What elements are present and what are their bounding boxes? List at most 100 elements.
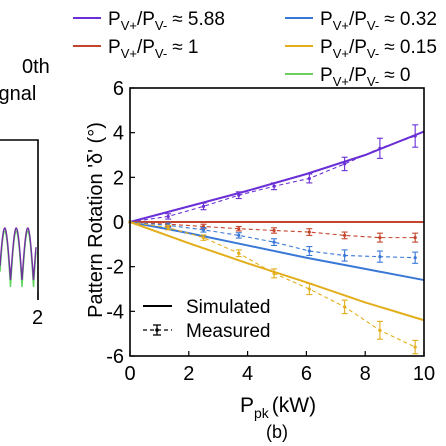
legend-label-sub1: V+: [333, 74, 349, 89]
measured-point: [378, 236, 382, 240]
legend-label-base: P: [108, 37, 121, 58]
measured-point: [307, 287, 311, 291]
legend-label-sub2: V-: [155, 18, 167, 33]
measured-point: [201, 204, 206, 208]
legend-label-sub1: V+: [121, 18, 137, 33]
legend-label-sub1: V+: [121, 46, 137, 61]
measured-point: [378, 255, 382, 259]
style-legend: Simulated Measured: [143, 297, 271, 342]
legend-entry: PV+/PV- ≈ 0.15: [285, 37, 437, 61]
legend-label-sub2: V-: [367, 46, 379, 61]
legend-label-ratio: ≈ 0: [384, 65, 410, 86]
legend-label-base: P: [320, 37, 333, 58]
measured-line-series-3: [129, 221, 416, 348]
x-axis-label-unit: (kW): [272, 394, 316, 417]
y-tick-label: -2: [106, 257, 124, 279]
legend-label-mid: /P: [137, 9, 155, 30]
legend-label: PV+/PV- ≈ 1: [108, 37, 198, 61]
left-panel-purple-curve: [0, 227, 37, 281]
measured-point: [378, 328, 382, 332]
measured-point: [413, 134, 417, 138]
simulated-line-series-0: [129, 130, 425, 223]
measured-point: [272, 240, 276, 244]
measured-point: [413, 345, 417, 349]
y-tick-label: -6: [106, 346, 124, 368]
legend-label-ratio: ≈ 5.88: [172, 9, 225, 30]
legend-label-sub2: V-: [367, 18, 379, 33]
simulated-legend-label: Simulated: [186, 297, 271, 318]
measured-line-series-2: [129, 221, 416, 259]
measured-point: [343, 233, 347, 237]
legend-label: PV+/PV- ≈ 0.32: [320, 9, 437, 33]
legend-label-base: P: [108, 9, 121, 30]
measured-point: [237, 193, 241, 197]
measured-point: [272, 228, 276, 233]
x-tick-label: 8: [360, 363, 371, 385]
measured-point: [237, 233, 241, 237]
legend-entry: PV+/PV- ≈ 0.32: [285, 9, 437, 33]
simulated-line-series-3: [129, 221, 425, 322]
legend-label-sub2: V-: [155, 46, 167, 61]
left-panel-tick-label: 2: [32, 307, 43, 329]
measured-line-series-0: [129, 135, 416, 223]
legend-label-mid: /P: [349, 9, 367, 30]
panel-label: (b): [266, 422, 288, 442]
y-tick-label: 2: [113, 167, 124, 189]
x-axis-label-base: P: [240, 394, 254, 417]
left-panel-title-line-1: 0th: [22, 56, 50, 78]
measured-lines: [128, 124, 419, 355]
legend-label-mid: /P: [137, 37, 155, 58]
y-tick-label: 4: [113, 123, 124, 145]
x-tick-label: 6: [301, 363, 312, 385]
legend-label: PV+/PV- ≈ 0.15: [320, 37, 437, 61]
legend-entry: PV+/PV- ≈ 0: [285, 65, 410, 89]
y-axis-ticks: -6 -4 -2 0 2 4 6: [106, 78, 135, 368]
legend-entry: PV+/PV- ≈ 5.88: [73, 9, 225, 33]
measured-point: [307, 249, 311, 253]
legend-label-mid: /P: [349, 65, 367, 86]
simulated-lines: [129, 130, 425, 322]
x-tick-label: 2: [183, 363, 194, 385]
legend-label: PV+/PV- ≈ 5.88: [108, 9, 225, 33]
measured-point: [343, 253, 347, 258]
measured-point: [166, 214, 170, 219]
measured-point: [166, 225, 170, 230]
measured-point: [307, 230, 311, 234]
legend-entry: PV+/PV- ≈ 1: [73, 37, 198, 61]
left-panel: 0th ignal 2: [0, 56, 50, 329]
y-axis-label: Pattern Rotation 'δ' (°): [85, 122, 107, 318]
legend-label-sub1: V+: [333, 18, 349, 33]
x-tick-label: 4: [242, 363, 253, 385]
legend-label-sub1: V+: [333, 46, 349, 61]
measured-point: [343, 305, 347, 309]
y-tick-label: -4: [106, 301, 124, 323]
x-tick-label: 0: [124, 363, 135, 385]
legend-label-base: P: [320, 65, 333, 86]
plot-frame: [129, 87, 425, 357]
measured-legend-label: Measured: [186, 321, 271, 342]
simulated-line-series-2: [129, 221, 425, 282]
measured-point: [413, 256, 417, 260]
measured-point: [201, 236, 206, 240]
measured-point: [343, 162, 347, 166]
measured-legend-marker: [155, 328, 159, 332]
legend-label-sub2: V-: [367, 74, 379, 89]
x-axis-label: Ppk (kW): [240, 394, 316, 421]
y-tick-label: 0: [113, 212, 124, 234]
measured-point: [378, 146, 382, 150]
legend-label-mid: /P: [349, 37, 367, 58]
rotation-chart: -6 -4 -2 0 2 4 6 0 2 4 6 8 10: [106, 78, 435, 385]
y-tick-label: 6: [113, 78, 124, 100]
measured-point: [272, 184, 276, 188]
legend-label-ratio: ≈ 0.32: [384, 9, 437, 30]
legend-label: PV+/PV- ≈ 0: [320, 65, 410, 89]
measured-point: [307, 176, 311, 181]
x-tick-label: 10: [413, 363, 435, 385]
x-axis-label-sub: pk: [254, 405, 270, 421]
measured-point: [413, 236, 417, 240]
left-panel-title-line-2: ignal: [0, 83, 36, 105]
legend-label-ratio: ≈ 0.15: [384, 37, 437, 58]
left-panel-axes-frame: [0, 139, 39, 300]
